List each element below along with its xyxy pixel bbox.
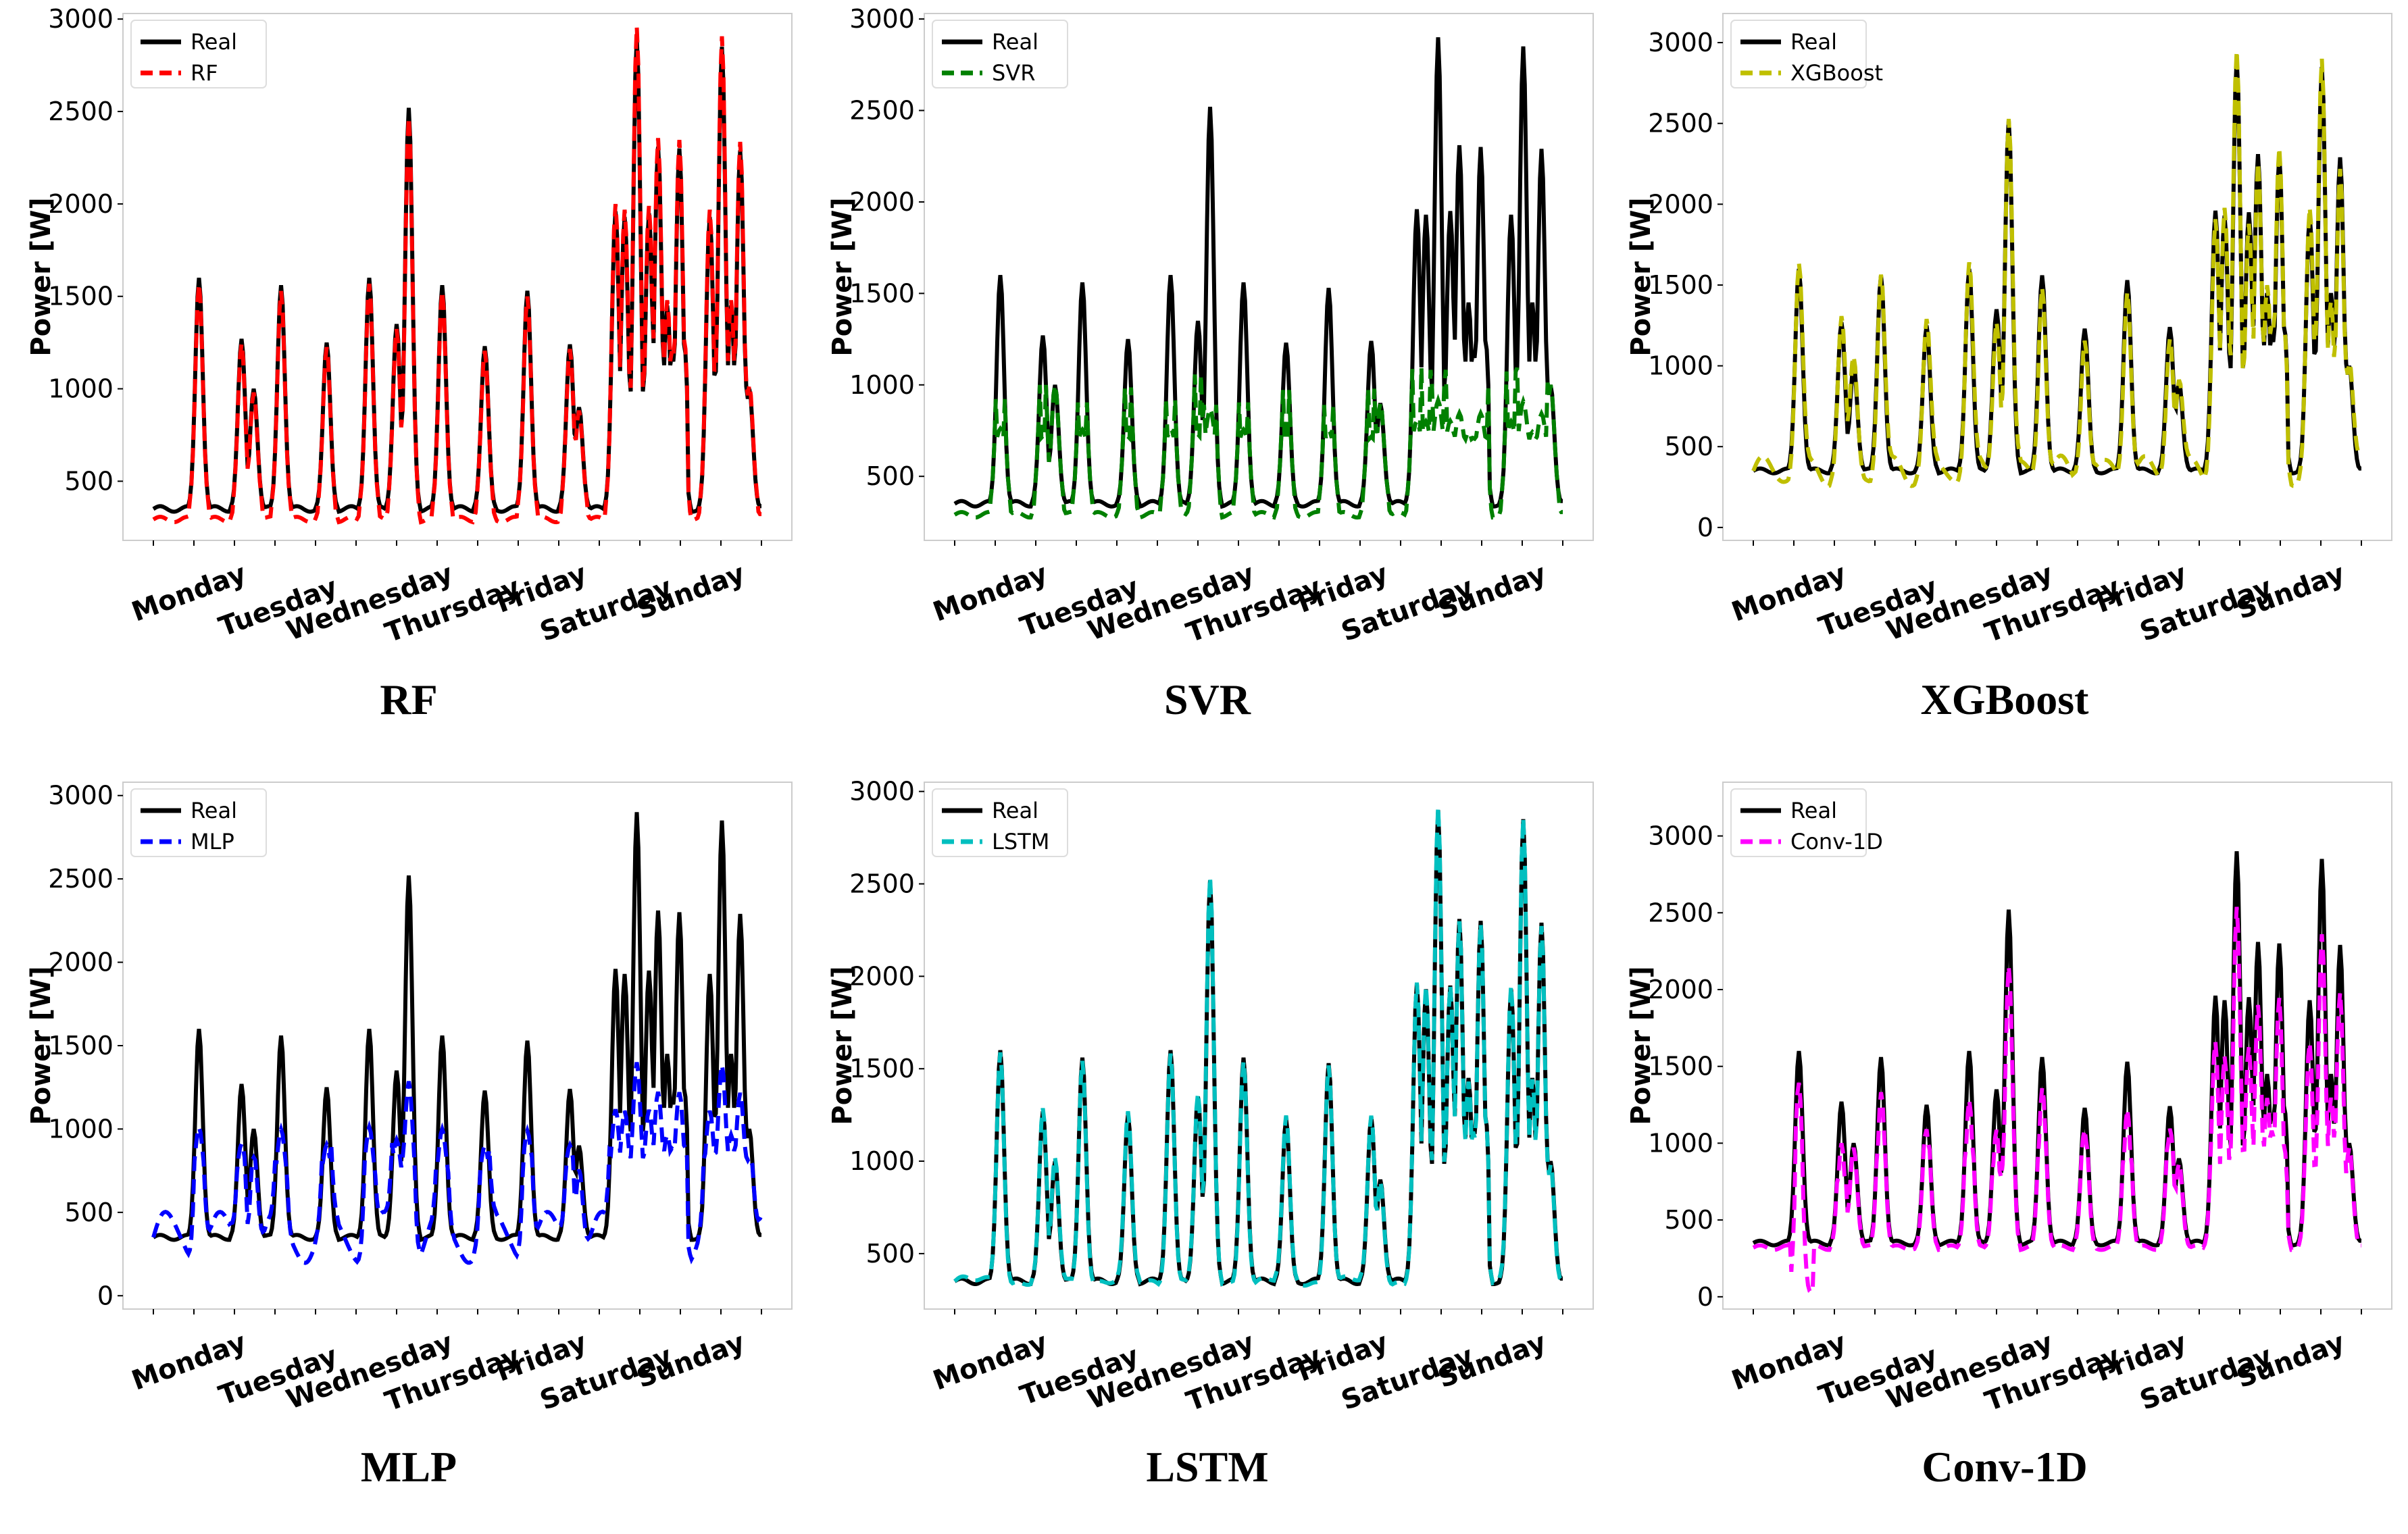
day-label-sunday: Sunday [2232,1327,2349,1394]
legend: Real RF [130,20,267,88]
ytick-label: 1500 [849,1054,915,1083]
panel-caption: MLP [361,1443,457,1491]
y-axis-label: Power [W] [827,197,858,356]
legend: Real SVR [932,20,1068,88]
series-prediction-line [1751,50,2363,488]
ytick-label: 500 [64,466,114,496]
ytick-label: 2500 [849,869,915,899]
legend-label: MLP [191,829,234,854]
day-label-sunday: Sunday [632,1327,749,1394]
legend-label: Real [1790,29,1837,55]
ytick-label: 2500 [48,97,114,126]
panel-caption: LSTM [1146,1443,1268,1491]
legend: Real MLP [130,788,267,857]
ytick-label: 3000 [48,781,114,811]
ytick-label: 1500 [849,278,915,308]
legend-label: LSTM [992,829,1049,854]
ytick-label: 500 [64,1198,114,1227]
ytick-label: 1000 [48,1114,114,1144]
legend-label: RF [191,60,218,86]
legend-label: Conv-1D [1790,829,1883,854]
ytick-label: 2000 [1648,975,1713,1004]
axes-frame [924,13,1594,541]
ytick-label: 3000 [48,4,114,34]
ytick-label: 2000 [48,189,114,219]
ytick-label: 500 [866,461,915,491]
series-prediction-line [953,367,1563,520]
ytick-label: 2000 [849,187,915,217]
y-axis-label: Power [W] [1626,966,1657,1125]
ytick-label: 1500 [1648,270,1713,300]
day-label-sunday: Sunday [632,558,749,625]
ytick-label: 1500 [48,282,114,311]
legend-label: Real [992,798,1038,823]
ytick-label: 0 [97,1281,114,1310]
y-axis-label: Power [W] [1626,197,1657,356]
panel-caption: RF [380,675,437,723]
series-real-line [152,812,762,1243]
ytick-label: 1000 [849,370,915,400]
ytick-label: 3000 [849,777,915,807]
legend-label: XGBoost [1790,60,1883,86]
panel-caption: XGBoost [1921,675,2090,723]
legend-label: SVR [992,60,1035,86]
ytick-label: 1000 [1648,1128,1713,1158]
y-axis-label: Power [W] [26,966,57,1125]
series-prediction-line [151,1062,763,1265]
legend-label: Real [191,29,237,55]
series-prediction-line [152,26,762,525]
ytick-label: 3000 [1648,821,1713,851]
ytick-label: 2500 [48,864,114,894]
y-axis-label: Power [W] [827,966,858,1125]
ytick-label: 2500 [1648,898,1713,927]
day-label-sunday: Sunday [1434,1327,1550,1394]
ytick-label: 500 [1664,1205,1713,1235]
ytick-label: 3000 [1648,28,1713,57]
y-axis-label: Power [W] [26,197,57,356]
legend: Real Conv-1D [1730,788,1883,857]
ytick-label: 3000 [849,4,915,34]
day-label-sunday: Sunday [1434,558,1550,625]
legend-label: Real [191,798,237,823]
ytick-label: 2000 [48,948,114,977]
legend: Real XGBoost [1730,20,1883,88]
legend-label: Real [1790,798,1837,823]
axes-frame [1722,13,2392,541]
series-real-line [1752,58,2362,476]
ytick-label: 1500 [1648,1052,1713,1081]
ytick-label: 2500 [1648,109,1713,138]
series-real-line [953,809,1563,1287]
ytick-label: 0 [1697,1282,1713,1312]
ytick-label: 2000 [849,961,915,991]
axes-frame [924,782,1594,1310]
ytick-label: 2000 [1648,189,1713,219]
legend: Real LSTM [932,788,1068,857]
ytick-label: 1000 [1648,351,1713,381]
series-prediction-line [953,807,1563,1288]
ytick-label: 0 [1697,513,1713,542]
ytick-label: 500 [866,1239,915,1269]
ytick-label: 500 [1664,432,1713,461]
panel-caption: Conv-1D [1922,1443,2087,1491]
series-real-line [152,37,762,515]
ytick-label: 1000 [48,374,114,404]
ytick-label: 1000 [849,1146,915,1176]
ytick-label: 1500 [48,1031,114,1060]
day-label-sunday: Sunday [2232,558,2349,625]
axes-frame [1722,782,2392,1310]
axes-frame [122,13,793,541]
legend-label: Real [992,29,1038,55]
panel-caption: SVR [1164,675,1251,723]
ytick-label: 2500 [849,96,915,126]
series-prediction-line [1752,906,2362,1295]
